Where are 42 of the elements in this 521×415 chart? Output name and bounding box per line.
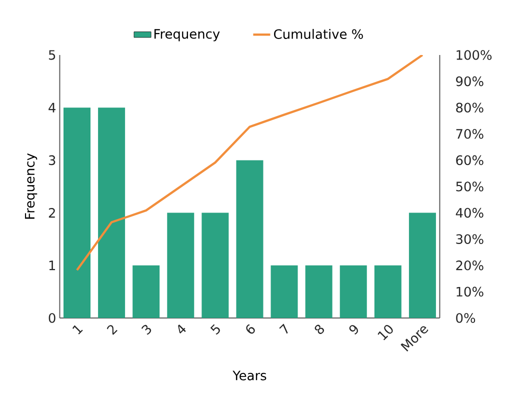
bar	[305, 265, 332, 318]
y-tick-label: 5	[48, 50, 56, 60]
y-tick-label: 1	[49, 260, 56, 270]
bar	[132, 265, 160, 318]
bar	[167, 212, 194, 318]
y2-tick-label: 70%	[456, 129, 484, 139]
x-tick-label: 5	[210, 324, 220, 335]
x-tick-label: 3	[141, 324, 152, 335]
x-tick-label: 2	[106, 325, 118, 335]
legend-label: Cumulative %	[274, 28, 363, 39]
y-tick-label: 3	[48, 155, 56, 166]
bar	[270, 265, 298, 318]
bar	[408, 212, 436, 318]
y2-tick-label: 30%	[456, 234, 484, 244]
y2-tick-label: 0%	[456, 313, 476, 323]
y2-tick-label: 10%	[456, 286, 484, 297]
y2-tick-label: 80%	[456, 102, 484, 112]
bar	[202, 212, 229, 318]
bar	[98, 108, 126, 318]
x-tick-label: 4	[178, 324, 186, 334]
bar	[64, 108, 90, 318]
legend-label: Frequency	[154, 29, 220, 42]
y2-tick-label: 60%	[456, 155, 484, 166]
y2-tick-label: 100%	[456, 50, 492, 60]
y2-tick-label: 20%	[456, 260, 484, 270]
y-tick-label: 2	[48, 208, 55, 218]
x-tick-label: 7	[279, 324, 288, 334]
y-tick-label: 4	[48, 102, 56, 112]
x-tick-label: 10	[378, 325, 393, 340]
bar	[340, 265, 367, 318]
x-axis-title: Years	[232, 370, 266, 380]
bar	[374, 265, 402, 318]
y2-tick-label: 40%	[456, 208, 484, 218]
x-tick-label: 6	[246, 324, 255, 334]
bar	[236, 160, 264, 318]
y2-tick-label: 90%	[456, 76, 484, 86]
x-tick-label: 9	[349, 325, 358, 334]
y-axis-title: Frequency	[24, 153, 38, 219]
y2-tick-label: 50%	[456, 182, 484, 192]
x-tick-label: 1	[72, 325, 83, 334]
y-tick-label: 0	[48, 313, 56, 323]
x-tick-label: 8	[314, 324, 324, 334]
